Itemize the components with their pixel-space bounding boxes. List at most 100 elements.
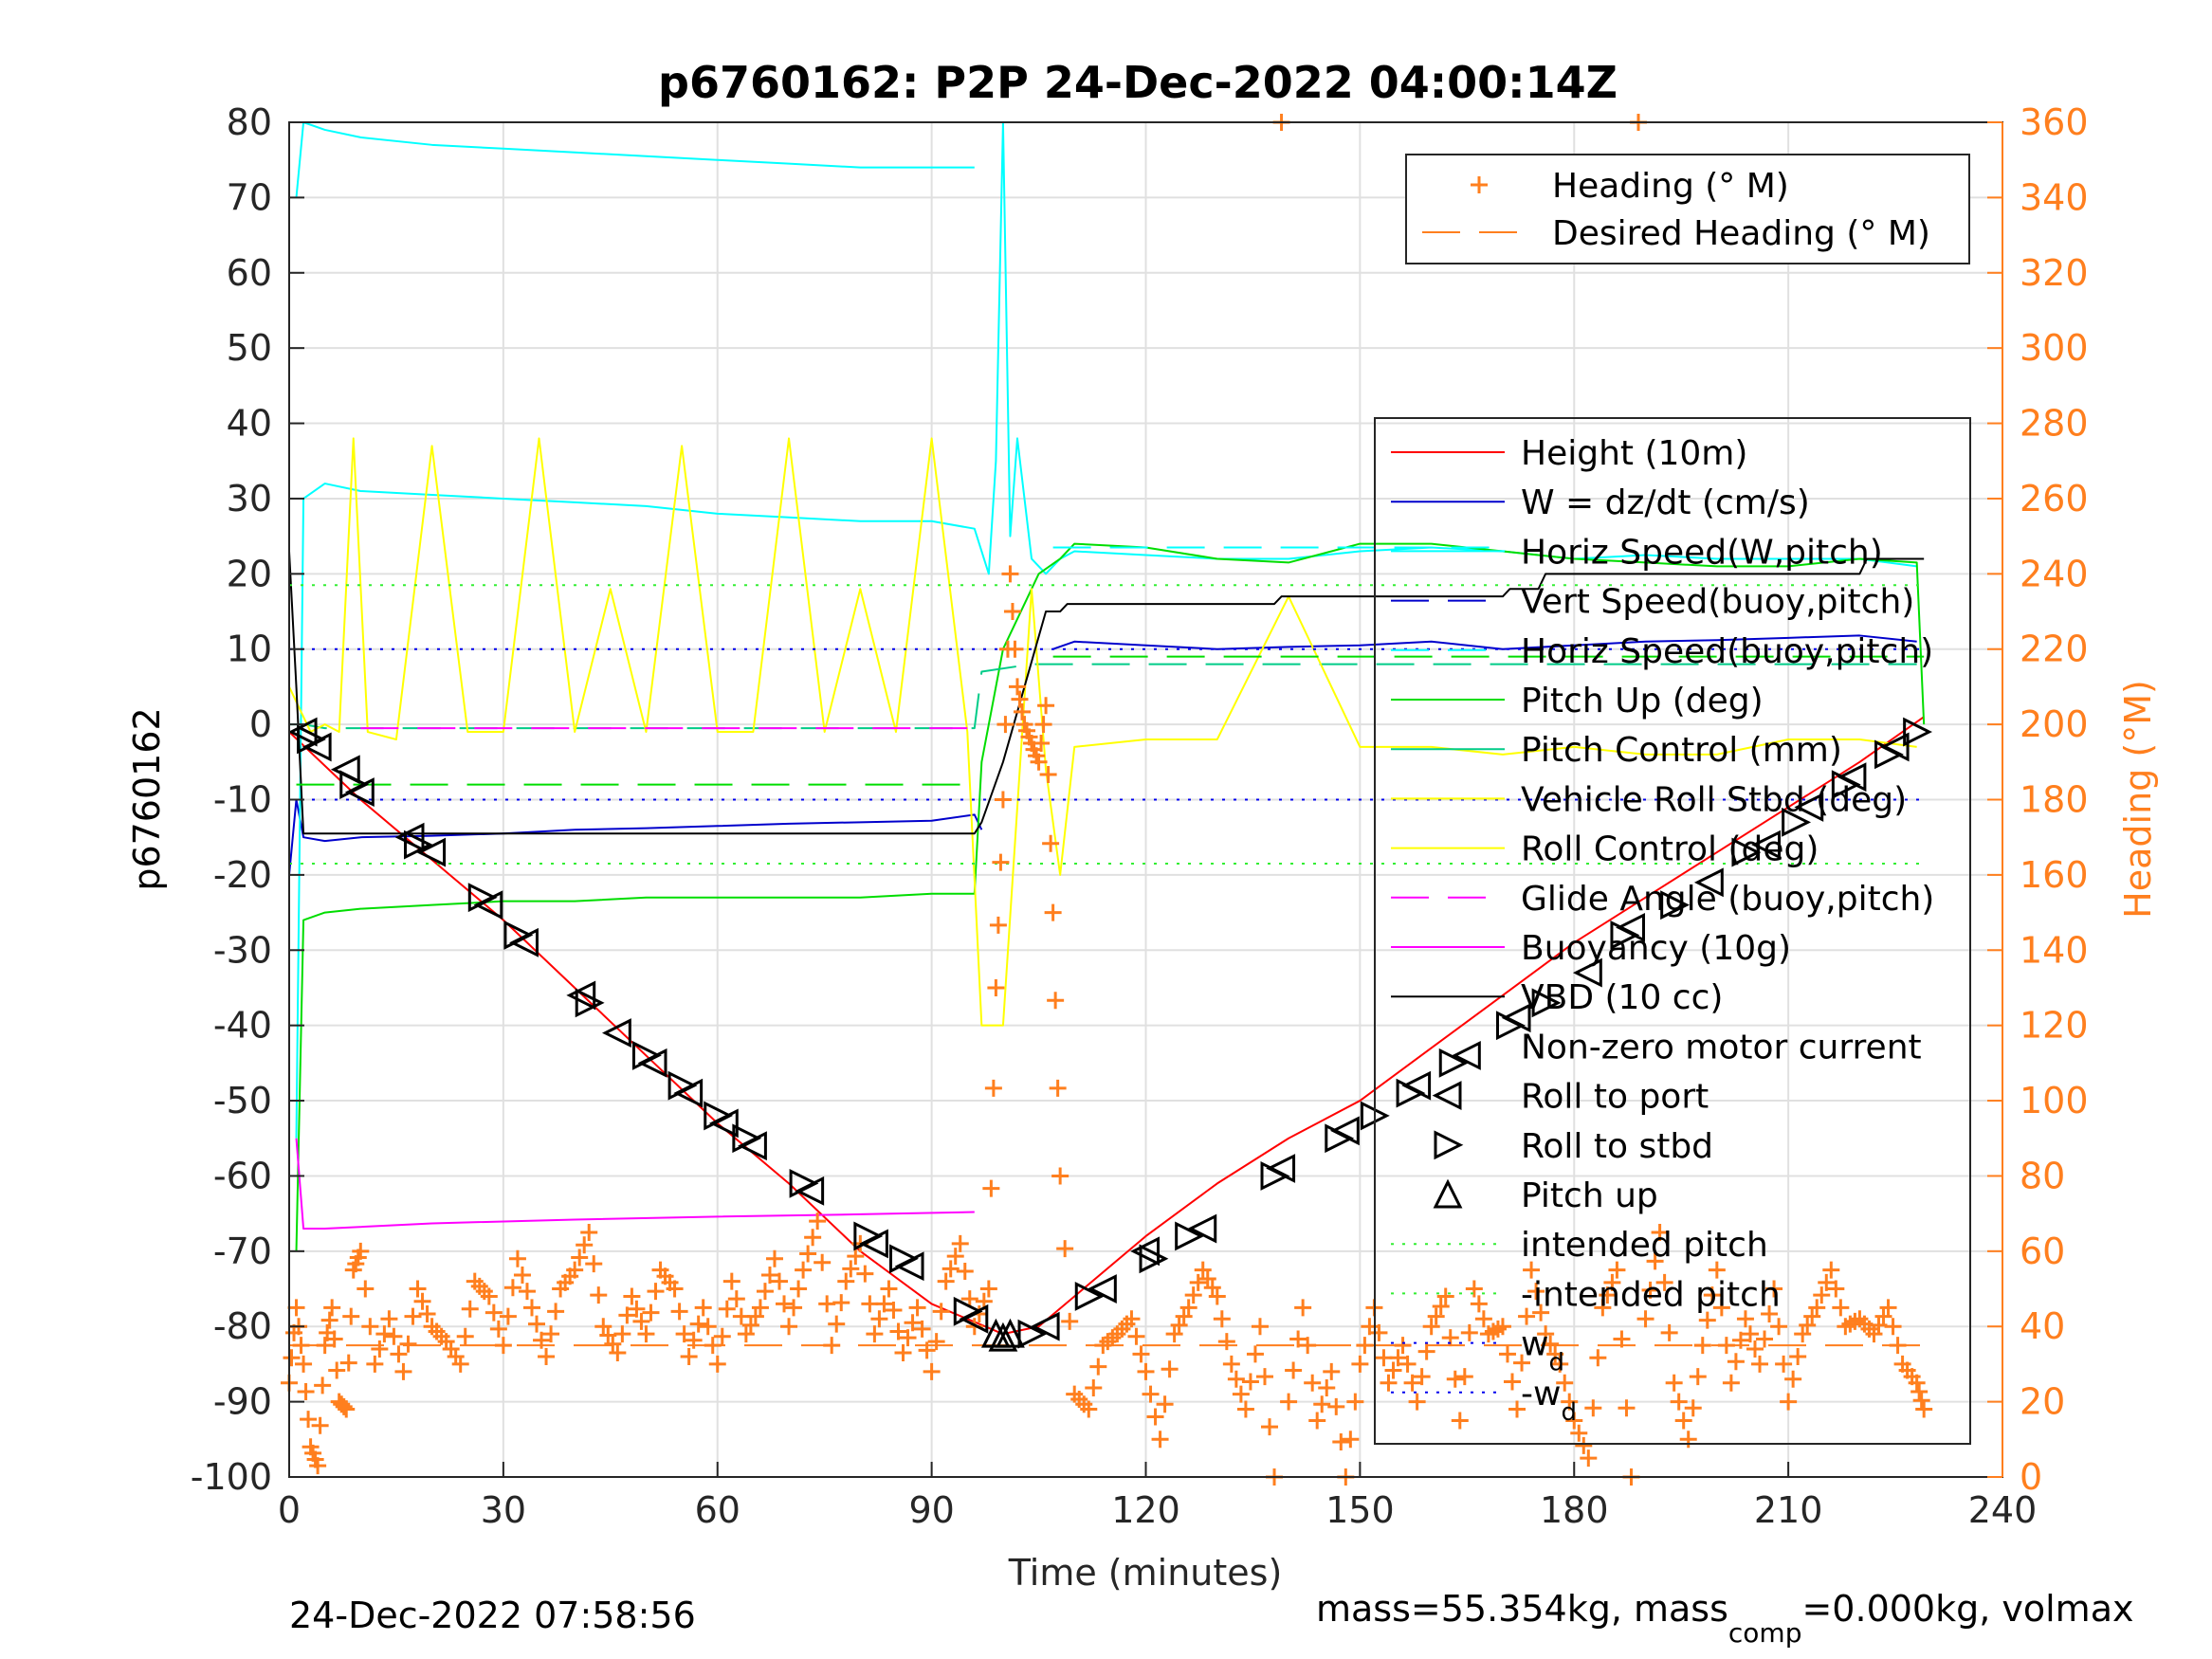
legend-main-label-text: Pitch Up (deg) [1521, 682, 1764, 720]
heading-marker [1217, 1333, 1235, 1351]
heading-marker [1832, 1299, 1850, 1317]
heading-marker [918, 1341, 936, 1359]
heading-marker [1318, 1379, 1336, 1397]
chart-title: p6760162: P2P 24-Dec-2022 04:00:14Z [658, 57, 1618, 108]
legend-main-label-text: W = dz/dt (cm/s) [1521, 483, 1810, 522]
heading-marker [1044, 903, 1062, 921]
heading-marker [1132, 1345, 1150, 1363]
footer-timestamp: 24-Dec-2022 07:58:56 [289, 1595, 696, 1636]
heading-marker [1537, 1325, 1555, 1343]
x-tick-label: 120 [1111, 1489, 1180, 1531]
heading-marker [632, 1312, 650, 1330]
legend-main-label-text: w [1521, 1325, 1548, 1364]
heading-marker [1313, 1395, 1331, 1413]
heading-marker [1915, 1400, 1933, 1418]
heading-marker [1033, 734, 1051, 752]
heading-marker [1422, 1318, 1440, 1336]
heading-marker [1822, 1261, 1840, 1279]
heading-marker [1561, 1393, 1579, 1411]
heading-marker [1712, 1299, 1730, 1317]
roll-port-marker [1451, 1040, 1481, 1070]
footer-mass-suffix: =0.000kg, volmax [1801, 1588, 2133, 1630]
y-axis-label: p6760162 [126, 707, 168, 890]
heading-marker [1874, 1307, 1892, 1325]
heading-marker [1370, 1323, 1388, 1341]
roll-stbd-marker [1903, 717, 1933, 747]
heading-marker [708, 1355, 726, 1373]
heading-marker [518, 1283, 536, 1301]
heading-marker [385, 1327, 403, 1345]
heading-marker [1565, 1412, 1583, 1430]
series-horiz-speed-w-pitch-dive-start [295, 121, 975, 198]
roll-stbd-marker [631, 1040, 662, 1070]
heading-marker [542, 1325, 560, 1343]
y2-tick-label: 100 [2020, 1080, 2089, 1121]
x-tick-label: 150 [1325, 1489, 1395, 1531]
heading-marker [847, 1248, 865, 1266]
heading-marker [375, 1325, 393, 1343]
roll-stbd-marker [732, 1123, 762, 1154]
heading-marker [1213, 1310, 1231, 1328]
heading-marker [828, 1315, 846, 1333]
heading-marker [1198, 1269, 1216, 1287]
legend-heading-box [1405, 154, 1970, 264]
heading-marker [870, 1310, 888, 1328]
heading-marker [1618, 1399, 1636, 1417]
roll-stbd-marker [297, 724, 326, 755]
roll-port-marker [1087, 1274, 1117, 1304]
heading-marker [760, 1266, 778, 1284]
x-tick-label: 60 [695, 1489, 740, 1531]
heading-marker [283, 1349, 301, 1367]
heading-marker [528, 1315, 546, 1333]
legend-symbol-tri-right [1434, 1130, 1464, 1160]
footer-mass-sub: comp [1728, 1617, 1802, 1649]
heading-marker [409, 1280, 427, 1298]
legend-main-label: Horiz Speed(W,pitch) [1521, 533, 1883, 572]
legend-main-label-text: -intended pitch [1521, 1275, 1781, 1314]
roll-stbd-marker [1017, 1319, 1048, 1349]
heading-marker [1194, 1261, 1212, 1279]
heading-marker [1910, 1383, 1929, 1401]
heading-marker [996, 716, 1015, 734]
roll-stbd-marker [1139, 1244, 1169, 1274]
roll-stbd-marker [503, 920, 534, 950]
heading-marker [1146, 1408, 1164, 1426]
roll-stbd-marker [1325, 1123, 1355, 1154]
roll-port-marker [287, 717, 318, 747]
heading-marker [1308, 1412, 1326, 1430]
heading-marker [571, 1249, 589, 1267]
legend-main-label-text: Buoyancy (10g) [1521, 929, 1791, 968]
heading-marker [399, 1335, 417, 1353]
roll-port-marker [394, 822, 425, 852]
y2-tick-label: 220 [2020, 629, 2089, 670]
heading-marker [814, 1253, 832, 1271]
heading-marker [1674, 1412, 1692, 1430]
heading-marker [756, 1283, 774, 1301]
heading-marker [795, 1261, 813, 1279]
heading-marker [1446, 1370, 1464, 1388]
legend-main-label: Roll to stbd [1521, 1127, 1713, 1166]
axes: 0 30 60 90 120 150 180 210 24080706050403020100-… [191, 101, 2089, 1531]
roll-stbd-marker [1495, 1011, 1526, 1041]
heading-marker [338, 1400, 356, 1418]
heading-marker [1580, 1449, 1598, 1468]
roll-stbd-marker [339, 770, 370, 800]
roll-port-marker [1794, 793, 1824, 822]
roll-stbd-marker [1610, 920, 1640, 950]
heading-marker [984, 1079, 1002, 1097]
heading-marker [923, 1362, 941, 1380]
roll-stbd-marker [667, 1070, 698, 1101]
pitch-up-marker [996, 1318, 1025, 1348]
heading-marker [1813, 1286, 1831, 1304]
heading-marker [1651, 1223, 1669, 1241]
y2-tick-label: 140 [2020, 929, 2089, 971]
heading-marker [292, 1337, 310, 1355]
heading-marker [1513, 1354, 1531, 1372]
heading-marker [1613, 1330, 1631, 1348]
heading-marker [818, 1295, 836, 1313]
heading-marker [799, 1245, 817, 1263]
legend-main-label: -wd [1521, 1375, 1577, 1427]
heading-marker [1889, 1337, 1907, 1355]
heading-marker [1170, 1316, 1188, 1334]
roll-port-marker [1187, 1213, 1217, 1244]
